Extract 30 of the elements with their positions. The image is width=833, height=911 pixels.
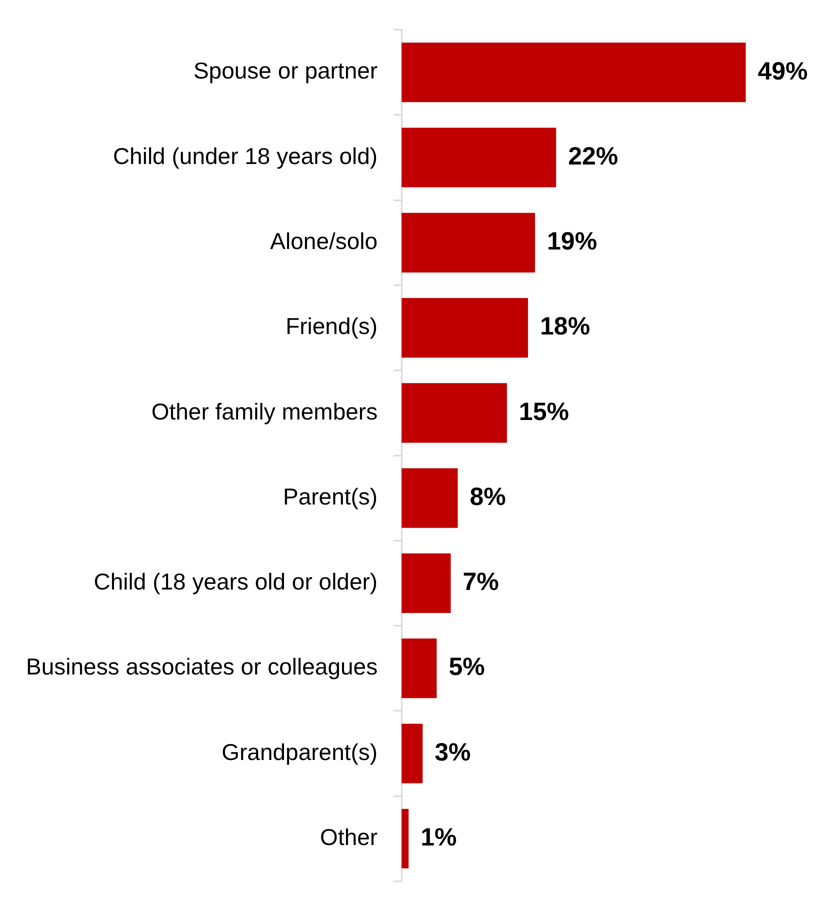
y-tick-label: Other family members [151, 398, 378, 424]
y-tick-label: Grandparent(s) [222, 738, 378, 765]
data-label: 15% [518, 398, 569, 426]
y-tick-label: Alone/solo [270, 228, 378, 254]
y-tick-label: Parent(s) [282, 483, 378, 510]
y-tick-label: Friend(s) [286, 313, 378, 340]
bar [402, 212, 536, 272]
y-tick-label: Child (18 years old or older) [94, 568, 378, 595]
bar [402, 638, 437, 698]
data-label: 49% [758, 57, 808, 86]
data-label: 7% [462, 568, 499, 596]
bar [402, 128, 556, 188]
data-label: 1% [420, 824, 457, 852]
bar [402, 553, 451, 614]
bar [402, 724, 423, 784]
bar [402, 42, 746, 102]
data-label: 22% [568, 142, 618, 170]
bar [402, 383, 507, 443]
data-label: 18% [540, 312, 590, 341]
y-tick-label: Other [320, 824, 378, 850]
bar [402, 808, 409, 868]
data-label: 8% [470, 482, 506, 511]
bar [402, 298, 528, 358]
data-label: 19% [547, 228, 598, 256]
data-label: 5% [448, 653, 485, 682]
y-tick-label: Spouse or partner [193, 58, 378, 84]
data-label: 3% [434, 738, 471, 766]
y-tick-label: Business associates or colleagues [26, 654, 378, 680]
bar [402, 468, 458, 528]
y-tick-label: Child (under 18 years old) [112, 142, 378, 169]
